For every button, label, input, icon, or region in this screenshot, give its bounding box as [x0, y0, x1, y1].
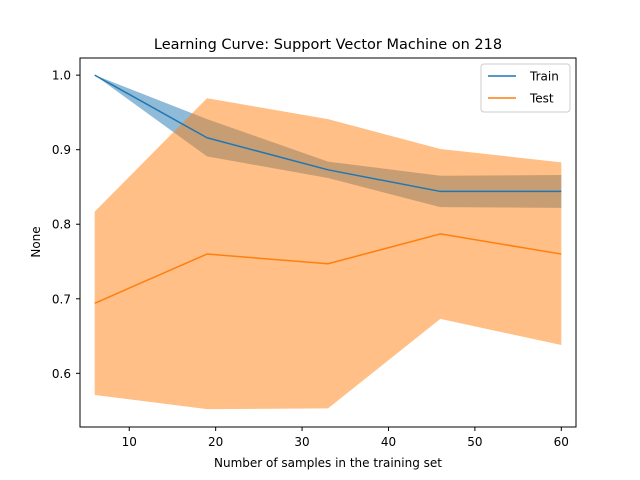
x-tick-label: 40: [381, 435, 396, 449]
series-lines: [94, 74, 562, 304]
x-tick-label: 50: [467, 435, 482, 449]
y-tick-label: 0.8: [52, 218, 71, 232]
line-test: [94, 233, 562, 304]
y-tick-label: 0.6: [52, 367, 71, 381]
y-tick-label: 0.7: [52, 292, 71, 306]
confidence-bands: [94, 75, 562, 410]
x-axis-label: Number of samples in the training set: [214, 456, 442, 470]
x-axis-ticks: 10 20 30 40 50 60: [122, 427, 569, 449]
y-tick-label: 1.0: [52, 69, 71, 83]
legend-label-test: Test: [529, 92, 554, 106]
y-axis-label: None: [29, 226, 43, 257]
x-tick-label: 30: [294, 435, 309, 449]
legend: Train Test: [480, 63, 571, 113]
y-axis-ticks: 0.6 0.7 0.8 0.9 1.0: [52, 69, 80, 381]
plot-frame: [79, 57, 577, 428]
line-train: [94, 74, 562, 193]
band-test: [94, 98, 562, 410]
y-tick-label: 0.9: [52, 143, 71, 157]
x-tick-label: 60: [554, 435, 569, 449]
x-tick-label: 10: [122, 435, 137, 449]
legend-label-train: Train: [529, 70, 559, 84]
x-tick-label: 20: [208, 435, 223, 449]
chart-title: Learning Curve: Support Vector Machine o…: [154, 37, 502, 53]
